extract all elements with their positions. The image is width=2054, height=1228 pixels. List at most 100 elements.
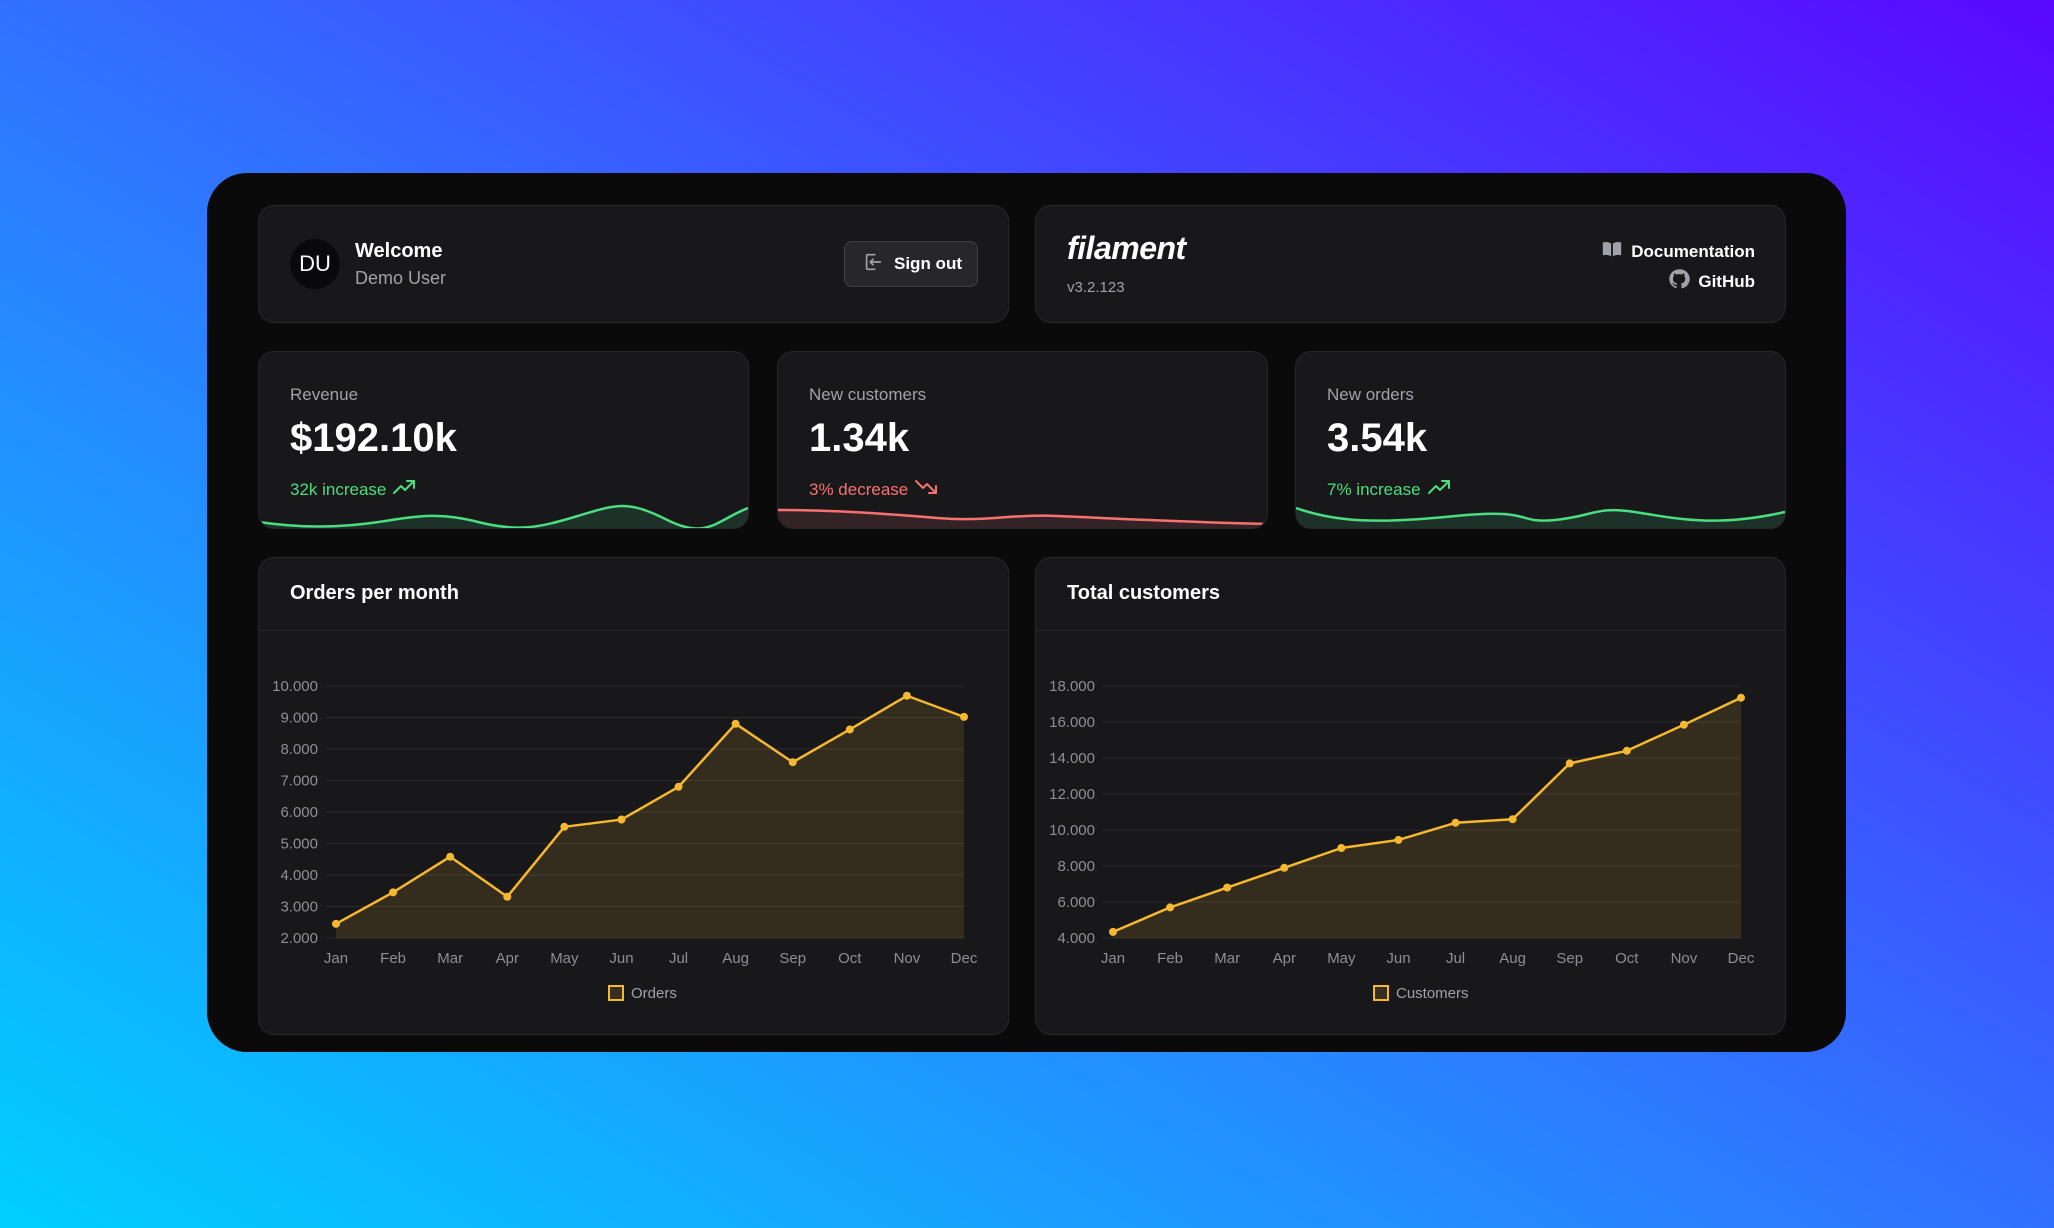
data-point[interactable]	[902, 691, 911, 700]
avatar[interactable]: DU	[290, 239, 340, 289]
data-point[interactable]	[1451, 818, 1460, 827]
x-tick-label: Jul	[1446, 950, 1465, 967]
data-point[interactable]	[788, 758, 797, 767]
x-tick-label: Dec	[951, 950, 978, 967]
trending-up-icon	[392, 478, 416, 501]
stat-card-new-customers: New customers 1.34k 3% decrease	[777, 351, 1268, 529]
x-tick-label: Oct	[1615, 950, 1639, 967]
data-point[interactable]	[731, 719, 740, 728]
data-point[interactable]	[560, 822, 569, 831]
stat-label: New customers	[809, 385, 927, 404]
data-point[interactable]	[1508, 815, 1517, 824]
stat-label: Revenue	[290, 385, 359, 404]
series-line	[1112, 696, 1742, 934]
legend-label[interactable]: Orders	[631, 985, 677, 1002]
github-link[interactable]: GitHub	[1668, 268, 1755, 295]
y-tick-label: 3.000	[280, 899, 318, 916]
customers-line-chart: 4.000 6.000 8.000 10.000 12.000 14.000 16.000 1…	[1049, 678, 1755, 1002]
legend-swatch[interactable]	[608, 985, 624, 1001]
stat-trend: 32k increase	[290, 478, 416, 501]
x-tick-label: Feb	[1157, 950, 1183, 967]
x-tick-label: Jul	[669, 950, 688, 967]
series-area	[336, 695, 964, 938]
y-tick-label: 10.000	[272, 678, 318, 695]
brand-logo: filament	[1067, 230, 1186, 266]
data-point[interactable]	[446, 852, 455, 861]
chart-title: Total customers	[1067, 582, 1220, 604]
documentation-label: Documentation	[1631, 241, 1755, 261]
y-tick-label: 5.000	[280, 836, 318, 853]
stat-trend-text: 7% increase	[1327, 479, 1421, 499]
data-point[interactable]	[845, 725, 854, 734]
stat-sparkline	[778, 508, 1267, 528]
data-point[interactable]	[389, 888, 398, 897]
x-tick-label: Dec	[1728, 950, 1755, 967]
x-tick-label: Mar	[437, 950, 463, 967]
data-point[interactable]	[1280, 863, 1289, 872]
x-tick-label: Apr	[496, 950, 519, 967]
stat-sparkline	[259, 504, 748, 528]
data-point[interactable]	[1109, 927, 1117, 936]
y-tick-label: 9.000	[280, 710, 318, 727]
y-tick-label: 7.000	[280, 773, 318, 790]
data-point[interactable]	[1679, 720, 1688, 729]
data-point[interactable]	[1337, 844, 1346, 852]
data-point[interactable]	[1622, 746, 1631, 755]
x-tick-label: Jun	[1386, 950, 1410, 967]
welcome-heading: Welcome	[355, 240, 443, 262]
stat-card-new-orders: New orders 3.54k 7% increase	[1295, 351, 1786, 529]
y-tick-label: 6.000	[1057, 894, 1095, 911]
data-point[interactable]	[1565, 759, 1574, 768]
stat-value: 1.34k	[809, 416, 910, 460]
github-icon	[1668, 268, 1691, 295]
x-tick-label: Oct	[838, 950, 862, 967]
data-point[interactable]	[674, 782, 683, 791]
dashboard-frame: DU Welcome Demo User Sign out filament v…	[207, 173, 1846, 1052]
data-point[interactable]	[1394, 835, 1403, 844]
data-point[interactable]	[1223, 883, 1232, 892]
x-tick-label: Sep	[779, 950, 806, 967]
book-icon	[1601, 238, 1623, 265]
orders-line-chart: 2.000 3.000 4.000 5.000 6.000 7.000 8.000 9.000…	[272, 678, 978, 1002]
y-tick-label: 12.000	[1049, 786, 1095, 803]
sign-out-icon	[862, 251, 884, 278]
sign-out-label: Sign out	[894, 254, 962, 273]
x-tick-label: Sep	[1556, 950, 1583, 967]
x-tick-label: Aug	[1499, 950, 1526, 967]
trending-down-icon	[914, 478, 938, 501]
data-point[interactable]	[1166, 903, 1175, 912]
data-point[interactable]	[617, 815, 626, 824]
stat-label: New orders	[1327, 385, 1414, 404]
x-tick-label: May	[1327, 950, 1356, 967]
documentation-link[interactable]: Documentation	[1601, 238, 1755, 265]
trending-up-icon	[1427, 478, 1451, 501]
stat-trend: 3% decrease	[809, 478, 938, 501]
x-tick-label: Nov	[894, 950, 921, 967]
chart-title: Orders per month	[290, 582, 459, 604]
x-tick-label: May	[550, 950, 579, 967]
data-point[interactable]	[332, 919, 340, 928]
data-point[interactable]	[960, 712, 968, 721]
legend-label[interactable]: Customers	[1396, 985, 1469, 1002]
y-tick-label: 16.000	[1049, 714, 1095, 731]
sign-out-button[interactable]: Sign out	[844, 241, 978, 287]
y-tick-label: 2.000	[280, 930, 318, 947]
user-name: Demo User	[355, 268, 447, 288]
version-label: v3.2.123	[1067, 279, 1125, 296]
stat-sparkline	[1296, 506, 1785, 528]
account-widget: DU Welcome Demo User Sign out	[258, 205, 1009, 323]
filament-info-widget: filament v3.2.123 Documentation GitHub	[1035, 205, 1786, 323]
x-tick-label: Jan	[1101, 950, 1125, 967]
y-tick-label: 10.000	[1049, 822, 1095, 839]
data-point[interactable]	[1737, 693, 1745, 702]
y-tick-label: 4.000	[280, 867, 318, 884]
stat-value: 3.54k	[1327, 416, 1428, 460]
orders-chart-widget: Orders per month 2.000 3.000 4.000 5.000 6.0…	[258, 557, 1009, 1035]
y-tick-label: 6.000	[280, 804, 318, 821]
stat-trend: 7% increase	[1327, 478, 1451, 501]
stat-card-revenue: Revenue $192.10k 32k increase	[258, 351, 749, 529]
github-label: GitHub	[1698, 271, 1755, 291]
data-point[interactable]	[503, 892, 512, 901]
x-tick-label: Nov	[1671, 950, 1698, 967]
legend-swatch[interactable]	[1373, 985, 1389, 1001]
